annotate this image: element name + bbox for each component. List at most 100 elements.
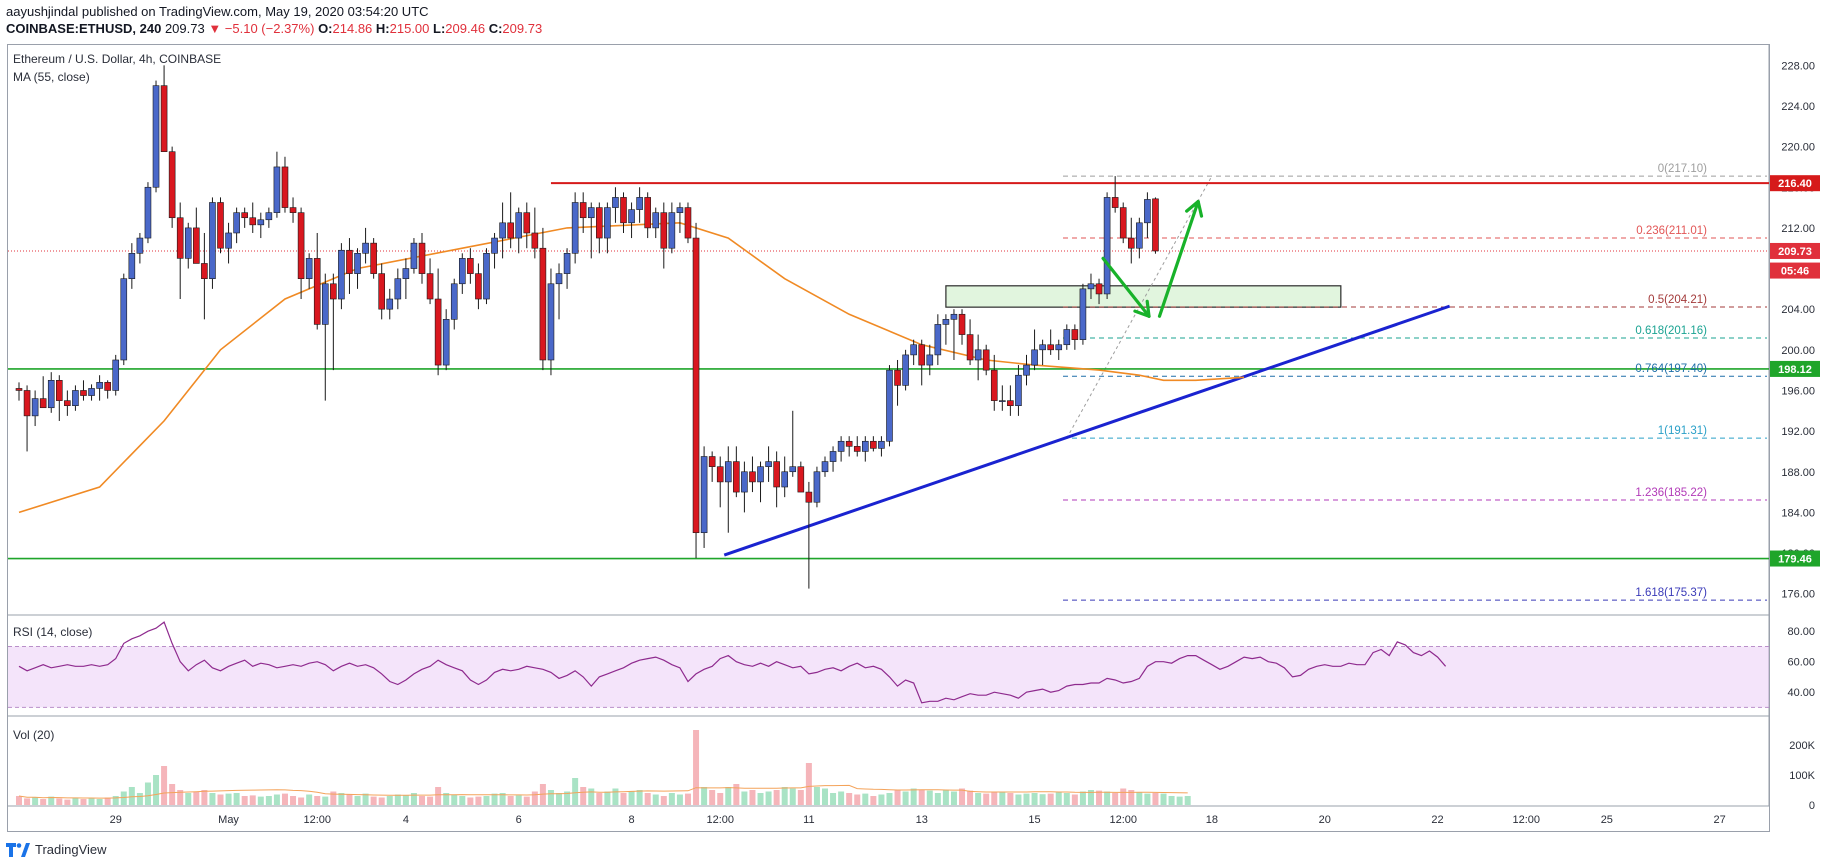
volume-pane-label[interactable]: Vol (20) [13, 728, 55, 742]
volume-bar [435, 787, 442, 805]
volume-bar [765, 791, 772, 805]
candle-body [652, 212, 660, 229]
volume-bar [813, 787, 820, 805]
candle-body [547, 283, 555, 361]
badge-198-12-bg [1770, 360, 1820, 377]
candle-body [829, 451, 837, 462]
volume-bar [660, 796, 667, 805]
volume-bar [32, 797, 39, 805]
volume-bar [161, 766, 168, 805]
candle-body [676, 207, 684, 213]
candle-body [853, 446, 861, 452]
time-tick-label: 27 [1714, 814, 1726, 826]
candle-body [362, 242, 369, 254]
candle-body [990, 369, 998, 401]
volume-bar [338, 793, 345, 805]
candle-body [628, 209, 635, 224]
volume-bar [693, 730, 700, 805]
ma-indicator-label[interactable]: MA (55, close) [13, 70, 90, 84]
candle-body [475, 273, 482, 300]
tradingview-logo-icon [6, 842, 30, 857]
candle-body [297, 212, 305, 279]
volume-bar [169, 784, 176, 805]
close-value: 209.73 [502, 21, 543, 36]
volume-bar [451, 794, 458, 805]
volume-bar [1104, 791, 1111, 805]
candle-body [80, 390, 87, 396]
volume-bar [64, 799, 71, 805]
candle-body [72, 390, 79, 407]
candle-body [579, 202, 587, 219]
candle-body [523, 212, 531, 234]
volume-bar [402, 795, 409, 805]
volume-bar [741, 791, 748, 805]
time-tick-label: 11 [803, 814, 814, 826]
volume-bar [386, 796, 393, 805]
volume-bar [1184, 796, 1191, 805]
volume-bar [1055, 792, 1062, 805]
volume-bar [459, 796, 466, 805]
volume-bar [394, 794, 401, 805]
footer-brand[interactable]: TradingView [6, 842, 107, 857]
volume-bar [862, 793, 869, 805]
low-value: 209.46 [445, 21, 486, 36]
volume-bar [934, 793, 941, 805]
volume-bar [1039, 794, 1046, 805]
candle-body [394, 278, 402, 300]
fib-level-label: 0(217.10) [1658, 163, 1707, 175]
volume-bar [120, 791, 127, 805]
volume-bar [56, 798, 63, 805]
candle-body [313, 258, 321, 325]
volume-bar [136, 793, 143, 805]
candle-body [136, 237, 144, 254]
candle-body [1144, 199, 1151, 224]
rsi-pane-label[interactable]: RSI (14, close) [13, 625, 93, 639]
volume-bar [1047, 793, 1054, 805]
candle-body [1111, 197, 1119, 208]
volume-bar [886, 793, 893, 805]
candle-body [257, 219, 265, 226]
price-tick-label: 224.00 [1781, 101, 1815, 113]
volume-bar [902, 791, 909, 805]
badge-198-12: 198.12 [1778, 364, 1812, 376]
candle-body [773, 461, 780, 488]
time-tick-label: 8 [628, 814, 634, 826]
rebound-arrow-shaft [1157, 199, 1200, 318]
candle-body [797, 466, 805, 493]
volume-bar [1096, 790, 1103, 805]
volume-bar [209, 793, 216, 805]
volume-bar [636, 790, 643, 805]
ma55-line [18, 221, 1245, 514]
volume-bar [410, 793, 417, 805]
candle-body [918, 344, 926, 366]
candle-body [458, 258, 466, 285]
candle-body [926, 354, 934, 366]
volume-bar [749, 790, 756, 805]
candle-body [450, 283, 458, 320]
volume-bar [1176, 796, 1183, 805]
volume-bar [725, 787, 732, 805]
volume-bar [515, 795, 522, 805]
candle-body [515, 212, 523, 239]
volume-bar [1071, 794, 1078, 805]
candle-body [950, 313, 958, 320]
price-tick-label: 196.00 [1781, 385, 1815, 397]
volume-bar [870, 796, 877, 805]
volume-bar [483, 796, 490, 805]
rsi-tick-label: 80.00 [1787, 626, 1815, 638]
candle-body [467, 258, 474, 274]
footer-brand-text: TradingView [35, 842, 107, 857]
volume-bar [959, 788, 966, 805]
fib-level-label: 1.236(185.22) [1635, 487, 1707, 499]
candle-body [426, 273, 434, 300]
volume-bar [1023, 793, 1030, 805]
candle-body [878, 440, 885, 449]
candle-body [402, 268, 410, 279]
volume-bar [975, 793, 982, 805]
candle-body [249, 217, 257, 226]
candle-body [442, 319, 450, 366]
main-pane [8, 65, 1769, 601]
candle-body [684, 207, 692, 239]
candle-body [1055, 344, 1063, 351]
